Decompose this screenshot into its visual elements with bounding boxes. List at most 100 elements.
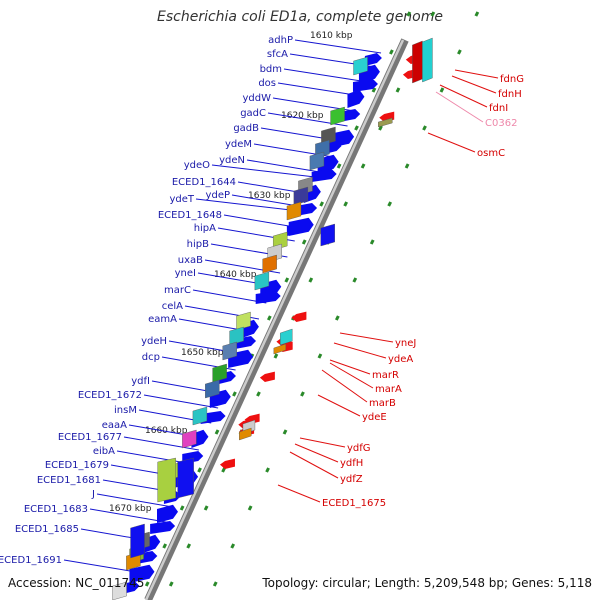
tick-mark [319,201,324,207]
gene-label-mara: marA [375,384,402,395]
reverse-feature-box [422,37,433,83]
forward-gene-labels: adhP sfcA bdm dos yddW gadC gadB ydeM ydeN ydeO EC… [0,35,293,566]
tick-mark [247,505,253,511]
gene-label-eced1-1644: ECED1_1644 [172,177,236,188]
gene-feature-box [222,341,237,361]
leader-line [333,342,387,359]
reverse-gene-arrow [219,458,235,469]
gene-label-bdm: bdm [260,64,282,75]
gene-label-fdnh: fdnH [498,89,522,100]
gene-label-gadc: gadC [240,108,266,119]
forward-gene-arrow [129,564,155,583]
gene-label-hipb: hipB [187,239,209,250]
tick-mark [378,125,383,131]
gene-label-ydem: ydeM [225,139,252,150]
forward-gene-arrow [311,169,337,182]
tick-mark [387,201,392,207]
gene-label-dos: dos [258,78,276,89]
gene-label-ydeh: ydeH [141,336,167,347]
tick-mark [214,429,220,435]
gene-feature-box [236,311,251,331]
tick-mark [457,49,462,55]
leader-line [277,82,362,97]
tick-mark [273,353,279,359]
ruler-label: 1670 kbp [109,504,152,514]
tick-mark [230,543,236,549]
topology-text: Topology: circular; Length: 5,209,548 bp… [262,576,592,590]
tick-mark [282,429,288,435]
gene-feature-box [112,581,127,600]
gene-label-osmc: osmC [477,148,505,159]
leader-line [63,559,143,574]
forward-gene-arrow [347,89,365,108]
forward-gene-arrow [352,79,378,92]
gene-feature-box [309,151,325,171]
tick-mark [256,391,261,397]
reverse-label-lines [277,69,499,503]
tick-mark [179,505,185,511]
gene-label-j: J [91,489,95,500]
gene-label-eced1-1685: ECED1_1685 [15,524,79,535]
gene-label-marb: marB [369,398,396,409]
forward-gene-arrow [150,521,176,534]
gene-label-ydep: ydeP [206,190,230,201]
gene-feature-box [293,186,309,206]
ruler-label: 1620 kbp [281,111,324,121]
tick-mark [162,543,168,549]
tick-mark [197,467,202,473]
forward-gene-arrow [364,53,382,66]
tick-mark [168,581,174,587]
tick-mark [439,87,445,93]
tick-mark [308,277,314,283]
gene-label-ydee: ydeE [362,412,387,423]
leader-line [439,84,488,108]
gene-feature-box [182,429,197,449]
gene-label-ydfg: ydfG [347,443,371,454]
ruler-label: 1640 kbp [214,270,257,280]
reverse-feature-box [412,40,423,84]
gene-features [112,37,433,600]
reverse-feature-box [280,328,293,346]
leader-line [277,484,321,503]
tick-mark [389,49,394,55]
leader-line [427,132,476,153]
gene-label-eced1-1683: ECED1_1683 [24,504,88,515]
gene-label-ynei: yneI [175,268,196,279]
tick-mark [334,315,340,321]
forward-gene-arrow [157,504,179,523]
leader-line [451,75,497,94]
gene-label-ydea: ydeA [388,354,413,365]
tick-mark [343,201,348,207]
tick-mark [212,581,218,587]
gene-label-ynej: yneJ [395,338,416,349]
gene-label-eced1-1648: ECED1_1648 [158,210,222,221]
leader-line [289,451,339,479]
forward-gene-arrow [296,203,318,216]
gene-label-fdni: fdnI [489,103,508,114]
tick-mark [369,239,375,245]
leader-line [299,437,346,448]
gene-label-ydeo: ydeO [184,160,210,171]
gene-feature-box [321,126,336,146]
gene-label-sfca: sfcA [267,49,288,60]
gene-feature-box [254,271,270,291]
leader-line [435,91,484,123]
gene-label-marr: marR [372,370,399,381]
leader-line [123,436,199,451]
ruler-label: 1610 kbp [310,31,353,41]
gene-label-eaaa: eaaA [102,420,127,431]
tick-mark [395,87,401,93]
forward-gene-arrow [122,581,140,594]
gene-label-ydfz: ydfZ [340,474,363,485]
leader-line [329,362,374,389]
tick-mark [430,11,436,17]
gene-label-insm: insM [114,405,137,416]
leader-line [143,394,219,409]
tick-mark [360,163,366,169]
tick-mark [352,277,358,283]
gene-feature-box [192,406,208,426]
forward-gene-arrow [286,223,304,236]
gene-feature-block [320,223,335,247]
tick-mark [336,163,342,169]
